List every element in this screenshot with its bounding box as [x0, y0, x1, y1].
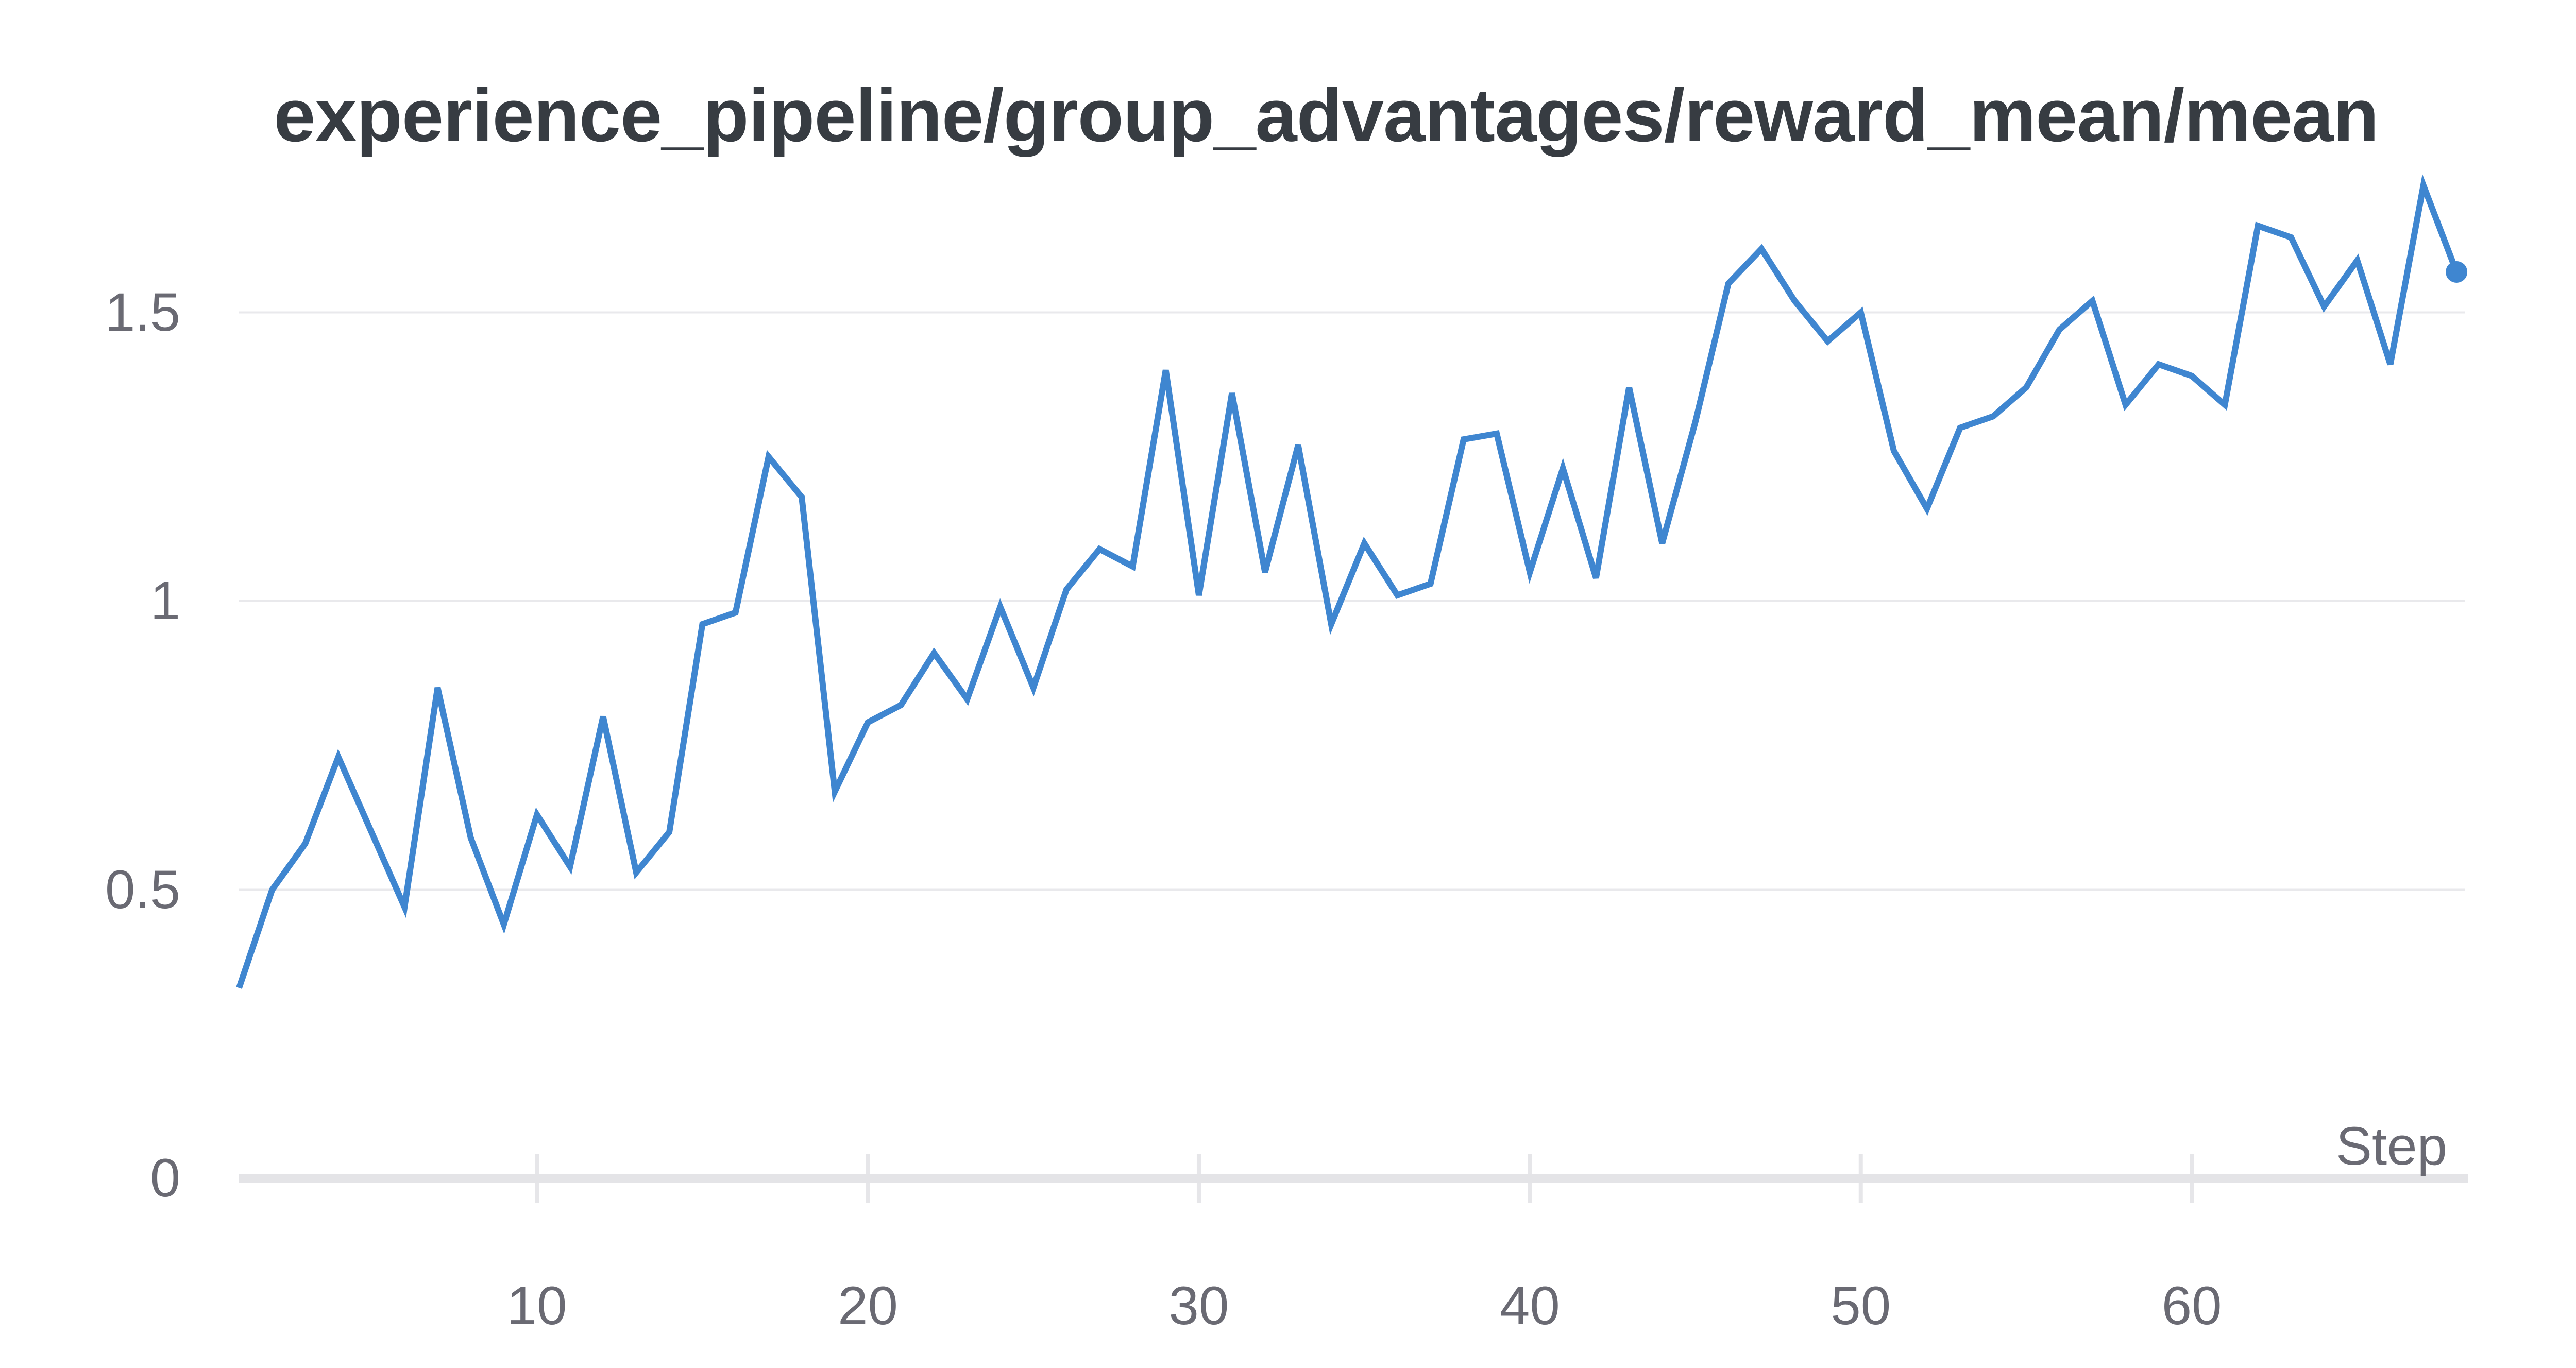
chart-title: experience_pipeline/group_advantages/rew… [274, 73, 2379, 157]
y-tick-label: 1 [150, 571, 180, 631]
x-tick-label: 40 [1499, 1276, 1560, 1336]
y-tick-label: 0 [150, 1148, 180, 1208]
x-tick-label: 10 [506, 1276, 567, 1336]
grid-line [239, 311, 2465, 314]
y-tick-label: 0.5 [105, 859, 180, 920]
x-axis-title: Step [2336, 1116, 2447, 1176]
series-end-dot[interactable] [2446, 261, 2468, 283]
y-tick-label: 1.5 [105, 282, 180, 343]
x-axis-baseline [239, 1174, 2468, 1183]
x-tick-label: 30 [1168, 1276, 1229, 1336]
x-tick-label: 60 [2161, 1276, 2222, 1336]
grid-line [239, 600, 2465, 602]
grid-line [239, 888, 2465, 891]
series-line[interactable] [236, 174, 2460, 989]
x-tick-label: 20 [838, 1276, 898, 1336]
x-tick-label: 50 [1831, 1276, 1891, 1336]
